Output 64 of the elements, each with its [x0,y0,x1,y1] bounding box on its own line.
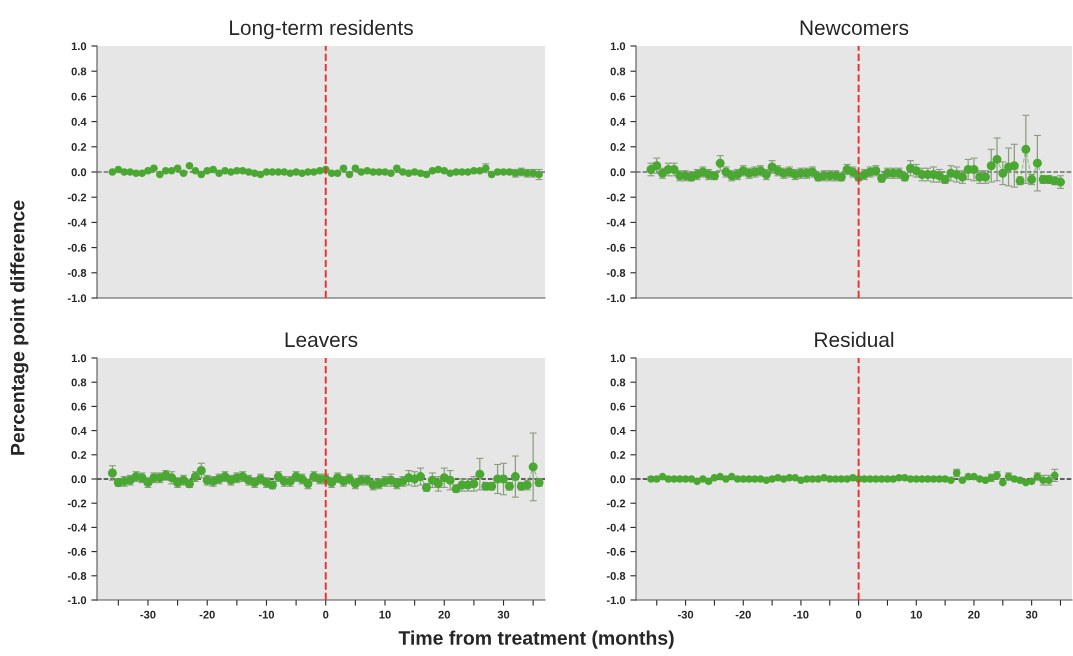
y-tick-label: 0.6 [71,92,87,101]
y-tick-label: -0.4 [67,218,87,227]
y-tick-label: 0.0 [610,475,626,484]
x-tick-label: 30 [1025,610,1038,619]
x-tick-label: 0 [855,610,862,619]
y-tick-label: -1.0 [67,294,87,303]
y-tick-label: 0.2 [610,143,626,151]
y-tick-label: -0.4 [67,523,87,532]
y-tick-label: 0.8 [610,67,626,76]
chart-title: Residual [815,331,894,348]
y-axis-title: Percentage point difference [10,200,29,455]
y-tick-label: 0.2 [71,451,87,459]
y-tick-label: -0.8 [606,572,626,580]
y-tick-label: -0.4 [606,218,626,227]
x-tick-label: -30 [140,610,156,619]
y-tick-label: 0.0 [71,475,87,484]
x-tick-label: -20 [735,610,751,619]
x-tick-label: -20 [199,610,215,619]
x-tick-label: 0 [323,610,329,619]
x-tick-label: -10 [793,610,809,619]
y-tick-label: -0.6 [67,547,87,556]
y-tick-label: -0.6 [67,243,87,252]
y-tick-label: 0.4 [71,117,87,126]
y-tick-label: -0.2 [606,499,626,508]
y-tick-label: 0.2 [610,451,626,459]
y-tick-label: 0.0 [610,168,626,177]
y-tick-label: 0.4 [71,426,87,435]
y-tick-label: -1.0 [606,596,626,605]
x-axis-title: Time from treatment (months) [398,630,674,649]
y-tick-label: 0.0 [71,168,87,177]
x-tick-label: 20 [968,610,980,619]
y-tick-label: -0.6 [606,547,626,556]
y-tick-label: 0.6 [610,402,626,411]
y-tick-label: 0.4 [610,426,626,435]
y-tick-label: 0.2 [71,143,87,151]
x-tick-label: 10 [379,610,391,619]
x-tick-label: 30 [497,610,510,619]
x-tick-label: 20 [438,610,450,619]
y-tick-label: -0.2 [606,193,626,202]
x-tick-label: -30 [678,610,694,619]
y-tick-label: 0.6 [610,92,626,101]
x-tick-label: -10 [258,610,275,619]
chart-title: Long-term residents [230,19,413,40]
y-tick-label: -0.4 [606,523,626,532]
y-tick-label: 1.0 [71,42,87,51]
x-tick-label: 10 [910,610,923,619]
y-tick-label: 0.6 [71,402,87,411]
y-tick-label: 0.8 [71,67,87,76]
chart-title: Leavers [285,332,358,348]
y-tick-label: -0.2 [67,499,87,508]
y-tick-label: -0.8 [606,269,626,277]
y-tick-label: 1.0 [610,354,626,363]
y-tick-label: -0.6 [606,243,626,252]
y-tick-label: -1.0 [67,596,87,605]
y-tick-label: 0.4 [610,117,626,126]
y-tick-label: 0.8 [610,378,626,387]
chart-title: Newcomers [800,20,909,36]
y-tick-label: 1.0 [71,354,87,363]
y-tick-label: -0.8 [67,572,87,580]
y-tick-label: 0.8 [71,378,87,387]
y-tick-label: 1.0 [610,42,626,51]
y-tick-label: -1.0 [606,294,626,303]
y-tick-label: -0.8 [67,269,87,277]
y-tick-label: -0.2 [67,193,87,202]
